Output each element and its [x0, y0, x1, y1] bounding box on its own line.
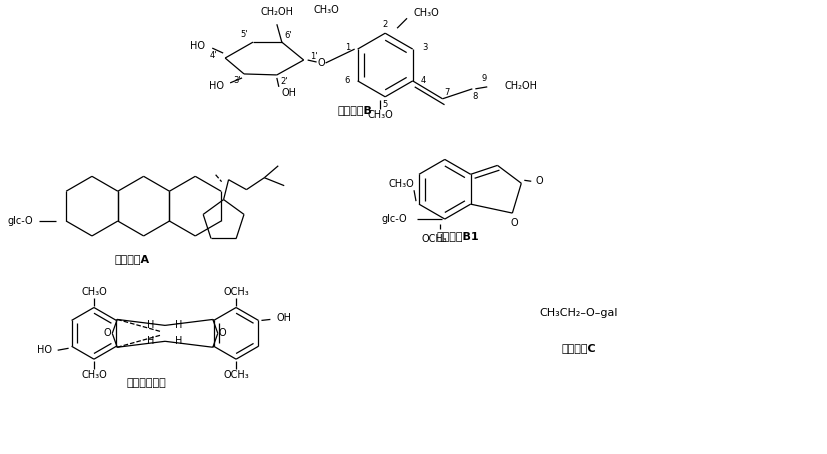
- Text: 6': 6': [284, 31, 293, 39]
- Text: HO: HO: [190, 41, 205, 51]
- Text: 刺五加苹B1: 刺五加苹B1: [437, 231, 479, 241]
- Text: 5: 5: [383, 100, 388, 109]
- Text: 紫丁香树脂酰: 紫丁香树脂酰: [127, 378, 166, 388]
- Text: H: H: [175, 336, 183, 346]
- Text: H: H: [175, 321, 183, 331]
- Text: OCH₃: OCH₃: [223, 286, 249, 296]
- Text: 3': 3': [233, 76, 241, 85]
- Text: O: O: [219, 328, 227, 338]
- Text: OH: OH: [276, 313, 291, 323]
- Text: 9: 9: [481, 74, 487, 84]
- Text: 4': 4': [210, 50, 218, 59]
- Text: O: O: [318, 58, 325, 68]
- Text: 4: 4: [420, 76, 426, 85]
- Text: CH₂OH: CH₂OH: [261, 7, 294, 17]
- Text: CH₃O: CH₃O: [313, 5, 339, 15]
- Text: 2: 2: [383, 20, 388, 29]
- Text: CH₃O: CH₃O: [388, 179, 414, 189]
- Text: 5': 5': [241, 30, 248, 39]
- Text: glc-O: glc-O: [7, 216, 33, 226]
- Text: glc-O: glc-O: [381, 214, 407, 224]
- Text: O: O: [535, 176, 543, 186]
- Text: OCH₃: OCH₃: [422, 234, 447, 244]
- Text: 6: 6: [345, 76, 350, 85]
- Text: 2': 2': [281, 77, 289, 86]
- Text: O: O: [510, 218, 519, 228]
- Text: CH₃O: CH₃O: [367, 110, 393, 120]
- Text: CH₃O: CH₃O: [413, 8, 439, 18]
- Text: 8: 8: [473, 92, 478, 101]
- Text: H: H: [147, 321, 155, 331]
- Text: CH₃O: CH₃O: [81, 286, 107, 296]
- Text: CH₃CH₂–O–gal: CH₃CH₂–O–gal: [540, 308, 619, 318]
- Text: 1': 1': [309, 52, 317, 60]
- Text: 刺五加苹C: 刺五加苹C: [562, 343, 596, 353]
- Text: H: H: [147, 336, 155, 346]
- Text: OH: OH: [282, 88, 297, 98]
- Text: CH₃O: CH₃O: [81, 370, 107, 380]
- Text: 刺五加苹B: 刺五加苹B: [338, 105, 373, 115]
- Text: OCH₃: OCH₃: [223, 370, 249, 380]
- Text: O: O: [103, 328, 111, 338]
- Text: 刺五加苹A: 刺五加苹A: [114, 254, 150, 264]
- Text: 3: 3: [423, 43, 428, 52]
- Text: 1: 1: [345, 43, 350, 52]
- Text: CH₂OH: CH₂OH: [504, 81, 538, 91]
- Text: 7: 7: [444, 89, 449, 97]
- Text: HO: HO: [209, 81, 224, 91]
- Text: HO: HO: [36, 345, 52, 355]
